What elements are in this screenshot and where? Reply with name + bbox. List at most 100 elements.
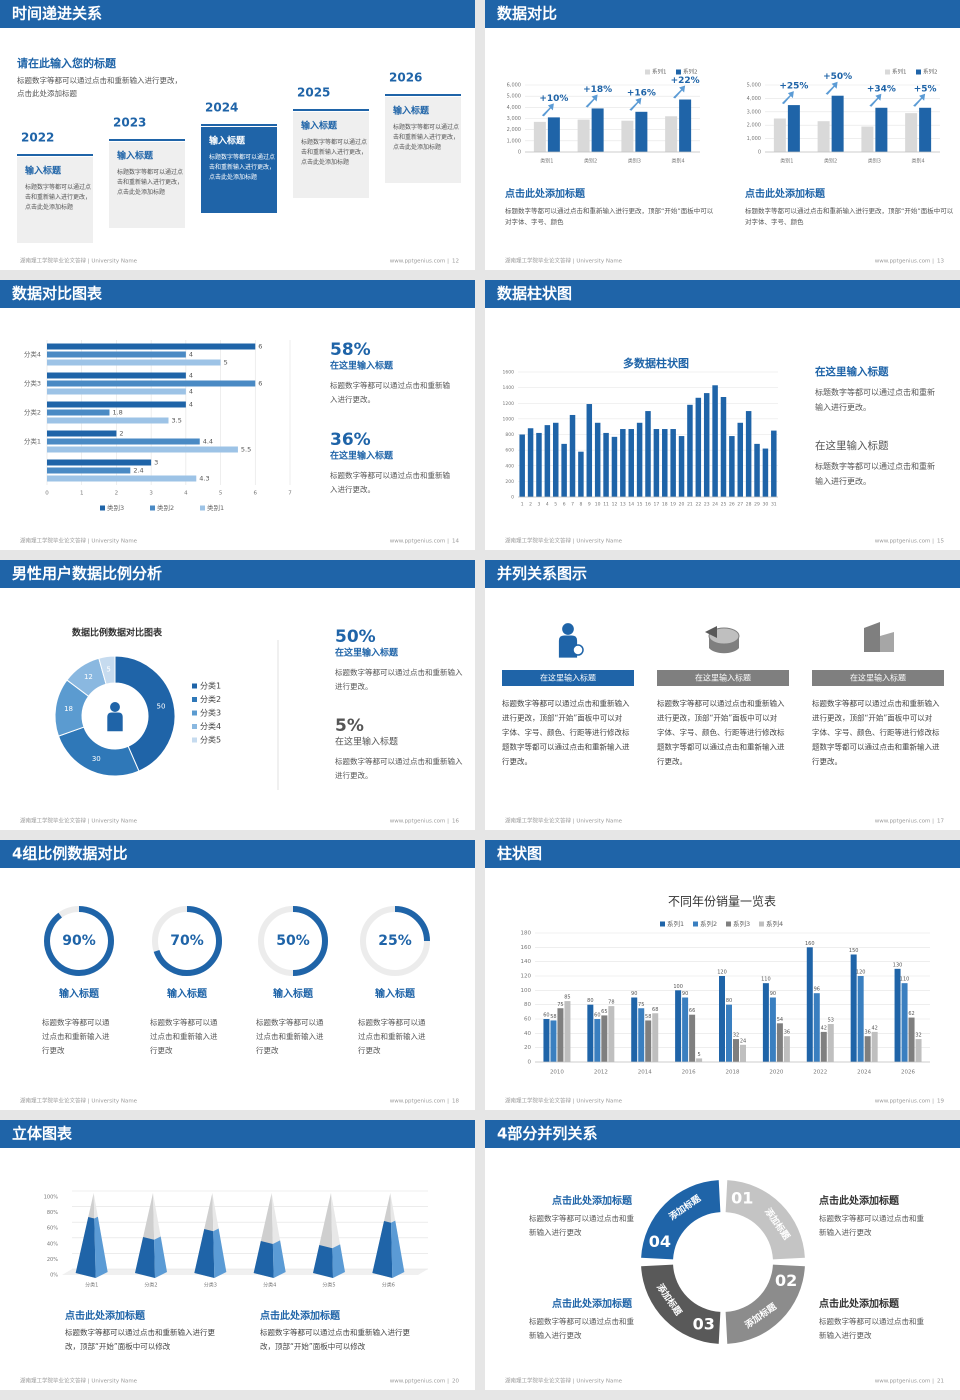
- y-tick-label: 20%: [47, 1257, 58, 1263]
- y-tick-label: 4,000: [747, 96, 761, 102]
- donut-slice: [114, 655, 176, 772]
- bar: [47, 351, 186, 358]
- text-line: 过点击和重新输入进: [42, 1031, 110, 1041]
- data-label: 4: [189, 372, 193, 380]
- data-label: 5: [698, 1052, 701, 1058]
- bar: [857, 976, 864, 1062]
- bar: [703, 393, 710, 497]
- x-tick-label: 15: [637, 502, 643, 508]
- x-tick-label: 25: [721, 502, 727, 508]
- text-line: 标题数字等都可以通过点击和重新输入: [335, 667, 463, 677]
- y-tick-label: 600: [505, 448, 514, 454]
- stat-text: 标题数字等都可以通过点击和重新输入进行更改。: [335, 756, 463, 780]
- annotation-arrow: [913, 93, 926, 107]
- bar: [737, 422, 744, 497]
- legend-label: 系列1: [667, 919, 684, 928]
- data-label: 6: [258, 380, 262, 388]
- y-tick-label: 1600: [503, 370, 515, 376]
- data-label: 18: [64, 705, 73, 713]
- bar: [769, 997, 776, 1062]
- bar: [695, 397, 702, 497]
- item-text: 标题数字等都可以通过点击和重新输入进行更改: [150, 1017, 218, 1055]
- block-title: 点击此处添加标题: [819, 1297, 900, 1310]
- item-title: 输入标题: [167, 987, 208, 1000]
- x-tick-label: 2026: [901, 1070, 915, 1076]
- bar: [47, 380, 256, 387]
- slide-title: 时间递进关系: [12, 5, 102, 23]
- stat-value: 5%: [335, 716, 364, 736]
- x-tick-label: 16: [645, 502, 651, 508]
- header-bar: [485, 1120, 960, 1148]
- footer-url: www.pptgenius.com |: [875, 1379, 934, 1385]
- bar: [601, 1015, 608, 1062]
- text-line: 进行更改，顶部“开始”面板中可以对: [812, 713, 933, 723]
- y-tick-label: 60: [524, 1017, 531, 1023]
- legend-label: 系列1: [892, 68, 907, 76]
- stat-title: 在这里输入标题: [330, 360, 394, 372]
- bar: [776, 1023, 783, 1062]
- slide: [485, 840, 960, 1110]
- x-tick-label: 2024: [857, 1070, 871, 1076]
- headline: 请在此输入您的标题: [17, 56, 117, 70]
- text-line: 点击此处添加标题: [209, 173, 257, 181]
- bar: [47, 459, 152, 466]
- header-bar: [0, 840, 475, 868]
- bar: [603, 432, 609, 497]
- bar: [827, 1024, 834, 1062]
- bar: [547, 117, 560, 152]
- data-label: 5: [224, 359, 228, 367]
- data-label: 66: [689, 1008, 695, 1014]
- x-tick-label: 13: [620, 502, 626, 508]
- ring-label: 25%: [378, 933, 412, 949]
- x-tick-label: 2: [115, 491, 119, 497]
- y-tick-label: 0%: [50, 1273, 58, 1279]
- annotation-arrow: [781, 91, 794, 105]
- header-bar: [0, 560, 475, 588]
- bar: [645, 411, 651, 497]
- data-label: 32: [915, 1033, 921, 1039]
- y-tick-label: 80: [524, 1002, 531, 1008]
- y-tick-label: 1400: [503, 385, 515, 391]
- column-title: 在这里输入标题: [695, 673, 751, 683]
- legend-swatch: [885, 69, 890, 75]
- text-line: 字体、字号、颜色、行距等进行修改标: [502, 727, 630, 737]
- data-label: 32: [733, 1033, 739, 1039]
- x-tick-label: 17: [654, 502, 660, 508]
- bar: [635, 111, 648, 152]
- legend-swatch: [645, 69, 650, 75]
- annotation: +25%: [779, 82, 808, 92]
- text-line: 点击此处添加标题: [25, 203, 73, 211]
- chart-title: 多数据柱状图: [623, 356, 689, 370]
- slide-title: 数据对比图表: [12, 285, 103, 303]
- bar: [47, 475, 197, 482]
- x-tick-label: 7: [571, 502, 574, 508]
- text-line: 标题数字等都可以通过点: [209, 153, 275, 161]
- annotation: +18%: [583, 85, 612, 95]
- x-tick-label: 29: [754, 502, 760, 508]
- x-tick-label: 类别2: [824, 158, 837, 165]
- pyramid-fill: [372, 1221, 393, 1278]
- footer-url: www.pptgenius.com |: [875, 259, 934, 265]
- x-tick-label: 7: [288, 491, 292, 497]
- x-tick-label: 2020: [769, 1070, 783, 1076]
- bar: [861, 126, 874, 152]
- bar: [577, 119, 590, 152]
- legend-label: 系列2: [683, 68, 698, 76]
- ring-arc: [292, 906, 328, 976]
- page-number: 15: [937, 539, 944, 545]
- legend-label: 类别1: [207, 503, 224, 512]
- data-label: 5: [106, 665, 110, 673]
- text-line: 行更改: [256, 1045, 279, 1055]
- chart-title: 不同年份销量一览表: [668, 894, 776, 909]
- x-tick-label: 5: [554, 502, 557, 508]
- bar: [771, 430, 777, 497]
- text-line: 击和重新输入进行更改，: [301, 148, 367, 156]
- data-label: 12: [84, 673, 93, 681]
- column-header: [502, 670, 634, 686]
- bar: [894, 968, 901, 1062]
- bar: [594, 1019, 601, 1062]
- bar: [527, 428, 534, 497]
- cycle-segment: [641, 1180, 721, 1260]
- page-number: 18: [452, 1099, 459, 1105]
- text-line: 标题数字等都可以通: [150, 1017, 218, 1027]
